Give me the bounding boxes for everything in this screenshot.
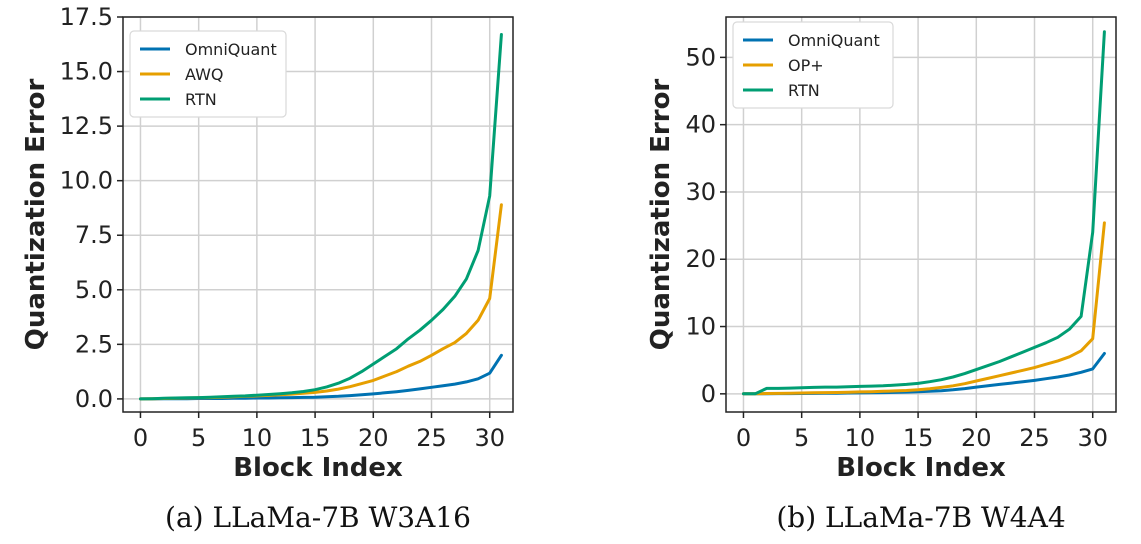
chart-a-caption: (a) LLaMa-7B W3A16 — [165, 501, 471, 534]
chart-a-xlabel: Block Index — [233, 453, 403, 483]
y-tick-label: 0.0 — [75, 385, 113, 413]
chart-b-frame — [725, 16, 1117, 413]
x-tick-label: 20 — [961, 424, 992, 452]
legend-label: OmniQuant — [185, 40, 277, 59]
y-tick-label: 0 — [701, 380, 716, 408]
chart-b-ylabel: Quantization Error — [646, 79, 676, 351]
y-tick-label: 40 — [685, 111, 716, 139]
series-line-rtn — [139, 33, 503, 401]
x-tick-label: 0 — [736, 424, 751, 452]
x-tick-label: 5 — [191, 424, 206, 452]
chart-a-lines — [139, 33, 503, 401]
legend-label: OmniQuant — [788, 31, 880, 50]
y-tick-label: 17.5 — [60, 3, 113, 31]
chart-b-xlabel: Block Index — [836, 453, 1006, 483]
legend-label: RTN — [788, 81, 820, 100]
y-tick-label: 2.5 — [75, 330, 113, 358]
y-tick-label: 15.0 — [60, 58, 113, 86]
chart-a-legend: OmniQuant AWQ RTN — [129, 30, 287, 118]
legend-box — [732, 21, 894, 109]
chart-panel-a: 0 5 10 15 20 25 30 0.0 2.5 5.0 7.5 10.0 12.5 15.0 17.5… — [21, 3, 514, 534]
chart-b-legend: OmniQuant OP+ RTN — [732, 21, 894, 109]
y-tick-label: 7.5 — [75, 221, 113, 249]
x-tick-label: 5 — [794, 424, 809, 452]
chart-a-frame — [122, 16, 514, 413]
x-tick-label: 25 — [416, 424, 447, 452]
y-tick-label: 12.5 — [60, 112, 113, 140]
legend-box — [129, 30, 287, 118]
series-line-awq — [139, 203, 503, 401]
chart-a-ylabel: Quantization Error — [21, 79, 51, 351]
x-tick-label: 0 — [133, 424, 148, 452]
series-line-rtn — [742, 30, 1106, 396]
chart-b-caption: (b) LLaMa-7B W4A4 — [776, 501, 1065, 534]
y-tick-label: 10.0 — [60, 167, 113, 195]
y-tick-label: 50 — [685, 43, 716, 71]
series-line-op — [742, 221, 1106, 396]
x-tick-label: 30 — [474, 424, 505, 452]
legend-label: OP+ — [788, 56, 824, 75]
chart-b-ticks: 0 5 10 15 20 25 30 0 10 20 30 40 50 — [685, 43, 1108, 452]
x-tick-label: 15 — [903, 424, 934, 452]
x-tick-label: 10 — [845, 424, 876, 452]
x-tick-label: 15 — [300, 424, 331, 452]
x-tick-label: 30 — [1077, 424, 1108, 452]
y-tick-label: 5.0 — [75, 276, 113, 304]
legend-label: RTN — [185, 90, 217, 109]
y-tick-label: 10 — [685, 313, 716, 341]
chart-a-ticks: 0 5 10 15 20 25 30 0.0 2.5 5.0 7.5 10.0 12.5 15.0 17.5 — [60, 3, 505, 452]
legend-label: AWQ — [185, 65, 223, 84]
x-tick-label: 20 — [358, 424, 389, 452]
x-tick-label: 10 — [242, 424, 273, 452]
x-tick-label: 25 — [1019, 424, 1050, 452]
chart-b-lines — [742, 30, 1106, 396]
y-tick-label: 20 — [685, 245, 716, 273]
chart-a-grid — [123, 16, 513, 412]
y-tick-label: 30 — [685, 178, 716, 206]
